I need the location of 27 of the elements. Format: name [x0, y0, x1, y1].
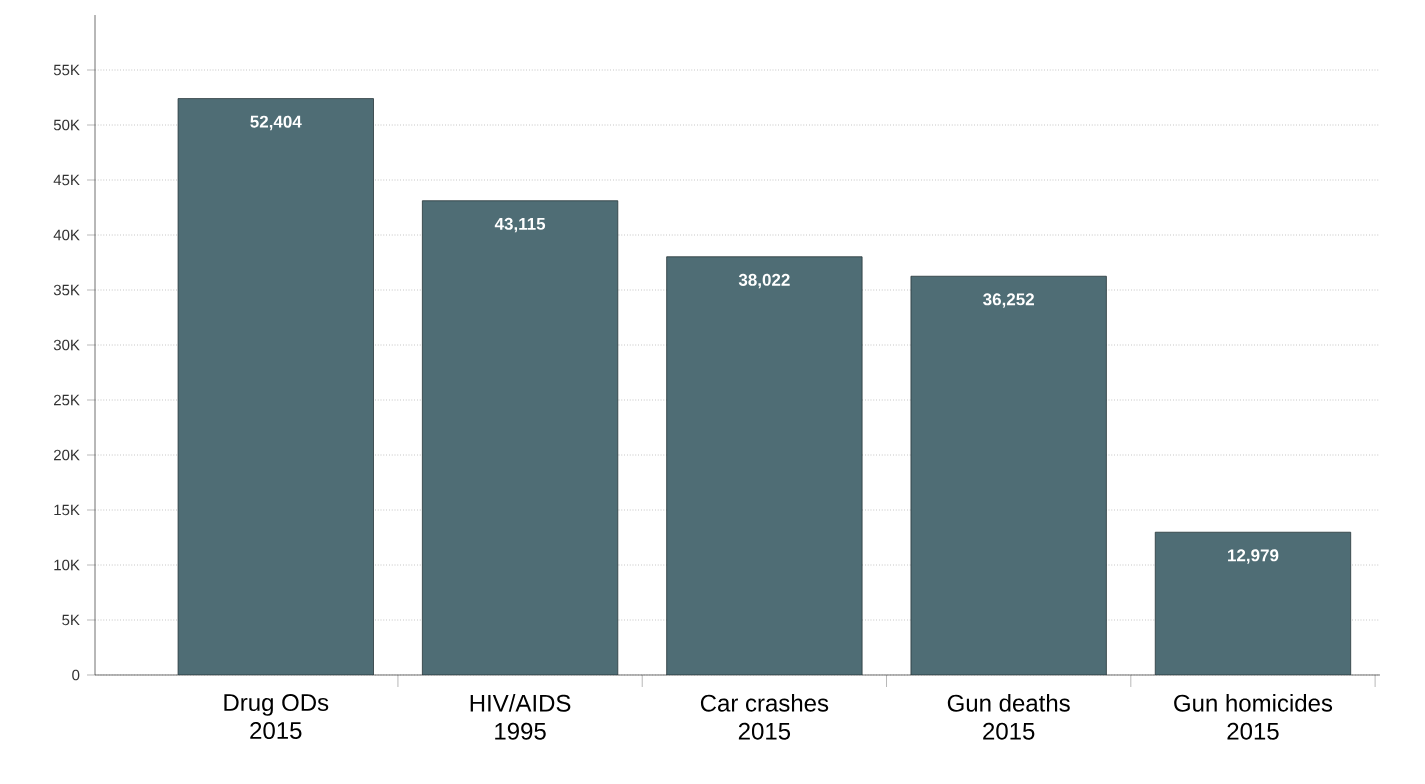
x-tick-label: Drug ODs 2015	[224, 694, 329, 740]
x-tick-label: Car crashes 2015	[700, 694, 829, 740]
y-tick-label: 5K	[62, 614, 80, 626]
data-label: 36,252	[983, 293, 1034, 308]
y-tick-label: 15K	[54, 504, 80, 516]
y-tick-label: 55K	[53, 64, 80, 76]
bar	[910, 275, 1107, 675]
y-tick-label: 20K	[54, 449, 80, 461]
x-tick-label: Gun deaths 2015	[947, 694, 1070, 740]
y-tick-label: 10K	[54, 559, 80, 571]
y-tick-label: 30K	[53, 339, 80, 351]
bar	[666, 256, 863, 675]
y-tick-label: 0	[72, 669, 80, 681]
x-tick-label: HIV/AIDS 1995	[470, 694, 571, 740]
data-label: 52,404	[250, 115, 302, 131]
y-tick-label: 40K	[53, 229, 80, 241]
data-label: 43,115	[494, 217, 546, 233]
y-tick-label: 45K	[53, 174, 80, 186]
bar	[1154, 531, 1352, 675]
y-tick-label: 35K	[53, 284, 80, 296]
y-tick-label: 50K	[53, 119, 80, 131]
data-label: 12,979	[1228, 549, 1279, 564]
bar	[421, 200, 619, 675]
bar	[177, 98, 374, 675]
x-tick-label: Gun homicides 2015	[1174, 694, 1333, 740]
y-tick-label: 25K	[54, 394, 80, 406]
data-label: 38,022	[738, 273, 790, 289]
